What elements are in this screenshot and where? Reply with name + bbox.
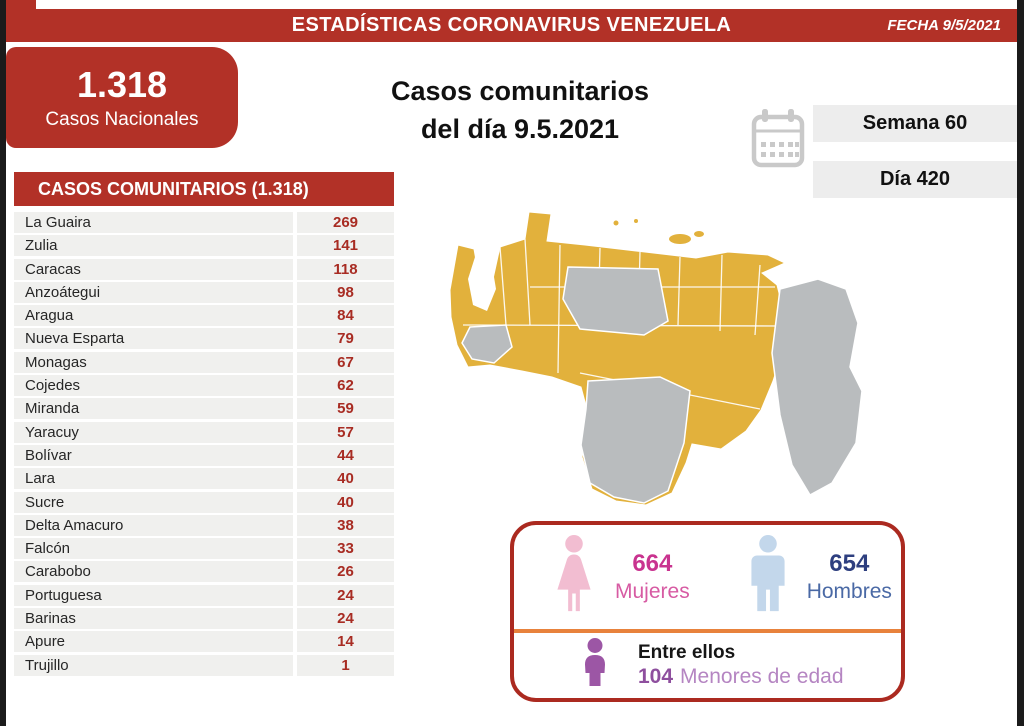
minors-section: Entre ellos 104 Menores de edad <box>514 633 901 698</box>
state-value-cell: 98 <box>297 281 394 303</box>
table-row: Falcón 33 <box>14 538 394 560</box>
state-name-cell: Sucre <box>14 491 293 513</box>
state-value-cell: 269 <box>297 212 394 233</box>
national-cases-card: 1.318 Casos Nacionales <box>6 47 238 148</box>
men-count: 654 <box>829 549 870 577</box>
state-value-cell: 1 <box>297 654 394 676</box>
men-label: Hombres <box>806 579 892 603</box>
state-name-cell: Apure <box>14 631 293 653</box>
minors-line: 104 Menores de edad <box>638 664 844 690</box>
minors-count: 104 <box>638 665 674 689</box>
state-value-cell: 84 <box>297 305 394 327</box>
header-title: ESTADÍSTICAS CORONAVIRUS VENEZUELA <box>291 14 732 36</box>
table-row: Zulia 141 <box>14 235 394 257</box>
state-name-cell: Caracas <box>14 258 293 280</box>
state-value-cell: 26 <box>297 561 394 583</box>
table-row: Portuguesa 24 <box>14 584 394 606</box>
child-icon <box>578 638 612 693</box>
table-row: La Guaira 269 <box>14 212 394 233</box>
table-row: Lara 40 <box>14 468 394 490</box>
state-value-cell: 40 <box>297 468 394 490</box>
female-icon <box>550 534 598 620</box>
state-name-cell: Portuguesa <box>14 584 293 606</box>
table-row: Apure 14 <box>14 631 394 653</box>
table-row: Anzoátegui 98 <box>14 281 394 303</box>
state-name-cell: Zulia <box>14 235 293 257</box>
state-name-cell: Carabobo <box>14 561 293 583</box>
table-row: Monagas 67 <box>14 351 394 373</box>
state-value-cell: 24 <box>297 584 394 606</box>
state-name-cell: Nueva Esparta <box>14 328 293 350</box>
table-row: Trujillo 1 <box>14 654 394 676</box>
state-value-cell: 57 <box>297 421 394 443</box>
state-value-cell: 79 <box>297 328 394 350</box>
table-row: Sucre 40 <box>14 491 394 513</box>
national-cases-label: Casos Nacionales <box>45 109 199 130</box>
state-name-cell: Bolívar <box>14 444 293 466</box>
state-name-cell: Falcón <box>14 538 293 560</box>
table-row: Caracas 118 <box>14 258 394 280</box>
state-value-cell: 141 <box>297 235 394 257</box>
gender-summary-top: 664 Mujeres 654 Hombres <box>514 525 901 629</box>
left-border-strip <box>0 0 6 726</box>
table-row: Yaracuy 57 <box>14 421 394 443</box>
table-row: Delta Amacuro 38 <box>14 514 394 536</box>
week-badge: Semana 60 <box>813 105 1017 142</box>
header-date: FECHA 9/5/2021 <box>887 17 1001 34</box>
state-name-cell: Monagas <box>14 351 293 373</box>
table-row: Aragua 84 <box>14 305 394 327</box>
table-row: Cojedes 62 <box>14 375 394 397</box>
state-name-cell: Yaracuy <box>14 421 293 443</box>
state-name-cell: Miranda <box>14 398 293 420</box>
table-row: Barinas 24 <box>14 608 394 630</box>
men-stat: 654 Hombres <box>807 549 892 605</box>
minors-intro: Entre ellos <box>638 641 736 663</box>
state-value-cell: 118 <box>297 258 394 280</box>
state-name-cell: Barinas <box>14 608 293 630</box>
male-icon <box>746 534 790 620</box>
state-name-cell: La Guaira <box>14 212 293 233</box>
state-value-cell: 14 <box>297 631 394 653</box>
header-corner-tab <box>6 0 36 10</box>
community-table-header: CASOS COMUNITARIOS (1.318) <box>14 172 394 206</box>
state-name-cell: Anzoátegui <box>14 281 293 303</box>
community-table: La Guaira 269 Zulia 141 Caracas 118 Anzo… <box>14 212 394 676</box>
gender-summary-card: 664 Mujeres 654 Hombres <box>510 521 905 702</box>
state-value-cell: 44 <box>297 444 394 466</box>
state-value-cell: 33 <box>297 538 394 560</box>
men-group: 654 Hombres <box>746 534 892 620</box>
table-row: Miranda 59 <box>14 398 394 420</box>
state-value-cell: 24 <box>297 608 394 630</box>
women-label: Mujeres <box>615 579 690 603</box>
state-value-cell: 62 <box>297 375 394 397</box>
state-value-cell: 40 <box>297 491 394 513</box>
women-group: 664 Mujeres <box>550 534 690 620</box>
orange-divider <box>514 629 901 633</box>
state-name-cell: Cojedes <box>14 375 293 397</box>
national-cases-value: 1.318 <box>76 64 168 105</box>
state-value-cell: 38 <box>297 514 394 536</box>
day-badge: Día 420 <box>813 161 1017 198</box>
state-name-cell: Trujillo <box>14 654 293 676</box>
state-value-cell: 67 <box>297 351 394 373</box>
minors-label: Menores de edad <box>680 665 844 689</box>
table-row: Nueva Esparta 79 <box>14 328 394 350</box>
venezuela-map <box>430 195 890 530</box>
women-stat: 664 Mujeres <box>615 549 690 605</box>
state-name-cell: Lara <box>14 468 293 490</box>
page-title-line1: Casos comunitarios <box>390 76 650 106</box>
right-border-strip <box>1017 0 1024 726</box>
women-count: 664 <box>632 549 673 577</box>
minors-text: Entre ellos 104 Menores de edad <box>638 641 844 691</box>
header-bar: ESTADÍSTICAS CORONAVIRUS VENEZUELA FECHA… <box>6 9 1017 42</box>
calendar-icon <box>747 102 809 179</box>
state-name-cell: Delta Amacuro <box>14 514 293 536</box>
table-row: Carabobo 26 <box>14 561 394 583</box>
state-value-cell: 59 <box>297 398 394 420</box>
page-title: Casos comunitarios del día 9.5.2021 <box>340 72 700 148</box>
state-name-cell: Aragua <box>14 305 293 327</box>
page-title-line2: del día 9.5.2021 <box>420 114 620 144</box>
table-row: Bolívar 44 <box>14 444 394 466</box>
